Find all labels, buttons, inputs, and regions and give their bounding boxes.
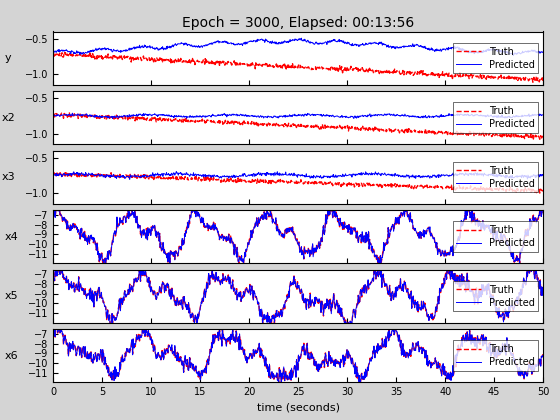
Y-axis label: x3: x3 [1,172,15,182]
Legend: Truth, Predicted: Truth, Predicted [452,221,538,252]
Y-axis label: x6: x6 [4,351,18,361]
Title: Epoch = 3000, Elapsed: 00:13:56: Epoch = 3000, Elapsed: 00:13:56 [182,16,414,30]
Legend: Truth, Predicted: Truth, Predicted [452,281,538,312]
Legend: Truth, Predicted: Truth, Predicted [452,340,538,371]
Legend: Truth, Predicted: Truth, Predicted [452,102,538,133]
Y-axis label: x2: x2 [1,113,15,123]
Legend: Truth, Predicted: Truth, Predicted [452,162,538,192]
Legend: Truth, Predicted: Truth, Predicted [452,43,538,74]
Y-axis label: x5: x5 [4,291,18,301]
Y-axis label: y: y [5,53,12,63]
Y-axis label: x4: x4 [4,231,18,241]
X-axis label: time (seconds): time (seconds) [256,403,340,412]
